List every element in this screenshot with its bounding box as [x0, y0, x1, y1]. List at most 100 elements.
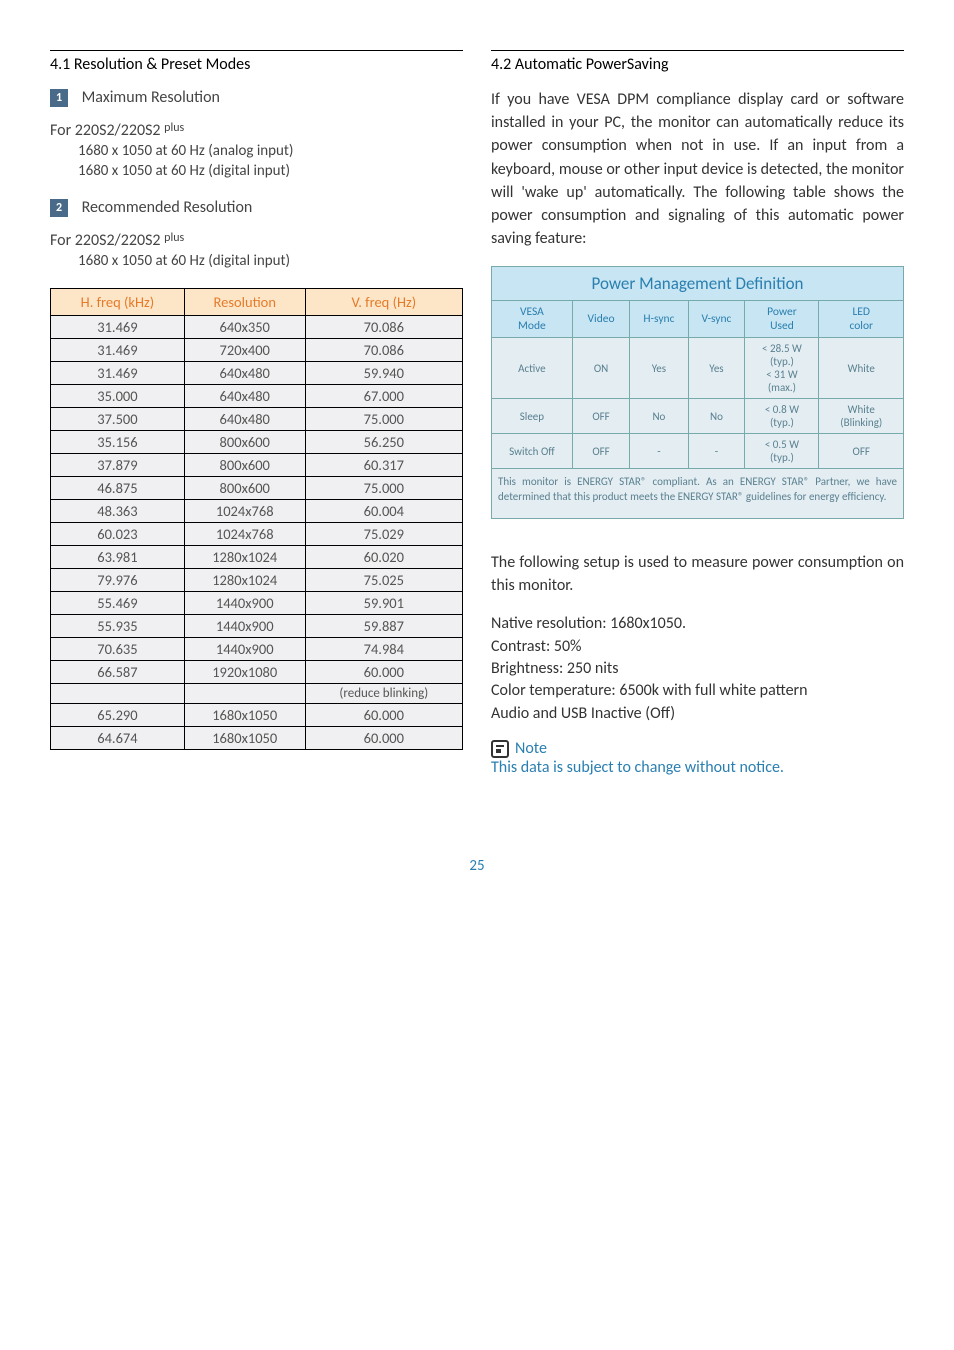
- powersaving-intro: If you have VESA DPM compliance display …: [491, 88, 904, 250]
- measure-line: Native resolution: 1680x1050.: [491, 613, 904, 635]
- pm-footnote: This monitor is ENERGY STAR® compliant. …: [492, 469, 904, 519]
- note-heading: Note: [491, 739, 904, 758]
- pm-cell: White: [819, 338, 904, 399]
- table-cell: 35.000: [51, 385, 185, 408]
- table-cell: 60.000: [305, 727, 462, 750]
- section-4-2-title: 4.2 Automatic PowerSaving: [491, 55, 904, 74]
- table-cell: 59.940: [305, 362, 462, 385]
- measure-line: Contrast: 50%: [491, 636, 904, 658]
- table-cell: 60.000: [305, 661, 462, 684]
- table-cell: 60.020: [305, 546, 462, 569]
- note-icon: [491, 740, 509, 758]
- pm-cell: No: [630, 399, 688, 434]
- pm-header: PowerUsed: [745, 301, 819, 338]
- pm-cell: ON: [572, 338, 630, 399]
- pm-cell: White(Blinking): [819, 399, 904, 434]
- table-cell: 1024x768: [184, 500, 305, 523]
- table-cell: 70.086: [305, 316, 462, 339]
- table-cell: 75.025: [305, 569, 462, 592]
- pm-header: Video: [572, 301, 630, 338]
- pm-cell: OFF: [572, 399, 630, 434]
- table-cell: 37.879: [51, 454, 185, 477]
- max-resolution-label: Maximum Resolution: [82, 88, 220, 107]
- table-cell: 1440x900: [184, 615, 305, 638]
- table-cell: 60.004: [305, 500, 462, 523]
- pm-cell: OFF: [819, 434, 904, 469]
- table-cell: 55.935: [51, 615, 185, 638]
- table-cell: 35.156: [51, 431, 185, 454]
- table-cell: 800x600: [184, 454, 305, 477]
- table-cell: 48.363: [51, 500, 185, 523]
- table-cell: [51, 684, 185, 704]
- res-th-vfreq: V. freq (Hz): [305, 289, 462, 316]
- pm-cell: < 0.5 W(typ.): [745, 434, 819, 469]
- table-cell: 70.086: [305, 339, 462, 362]
- table-cell: 1280x1024: [184, 569, 305, 592]
- recommended-resolution-label: Recommended Resolution: [82, 198, 253, 217]
- res-digital-2: 1680 x 1050 at 60 Hz (digital input): [78, 252, 463, 270]
- table-cell: 74.984: [305, 638, 462, 661]
- measure-line: Brightness: 250 nits: [491, 658, 904, 680]
- note-label: Note: [515, 739, 547, 758]
- table-cell: 59.887: [305, 615, 462, 638]
- pm-cell: < 28.5 W(typ.)< 31 W(max.): [745, 338, 819, 399]
- pm-header: LEDcolor: [819, 301, 904, 338]
- table-cell: 640x480: [184, 385, 305, 408]
- table-cell: 79.976: [51, 569, 185, 592]
- table-cell: (reduce blinking): [305, 684, 462, 704]
- table-cell: 55.469: [51, 592, 185, 615]
- table-cell: 1024x768: [184, 523, 305, 546]
- max-resolution-row: 1 Maximum Resolution: [50, 88, 463, 107]
- res-th-hfreq: H. freq (kHz): [51, 289, 185, 316]
- pm-header: VESAMode: [492, 301, 573, 338]
- pm-header: V-sync: [688, 301, 745, 338]
- table-cell: 75.000: [305, 477, 462, 500]
- res-digital-1: 1680 x 1050 at 60 Hz (digital input): [78, 162, 463, 180]
- table-cell: 63.981: [51, 546, 185, 569]
- table-cell: 800x600: [184, 431, 305, 454]
- table-cell: 46.875: [51, 477, 185, 500]
- pm-header: H-sync: [630, 301, 688, 338]
- table-cell: 64.674: [51, 727, 185, 750]
- table-cell: 66.587: [51, 661, 185, 684]
- table-cell: 59.901: [305, 592, 462, 615]
- table-cell: 640x480: [184, 408, 305, 431]
- table-cell: 1280x1024: [184, 546, 305, 569]
- measure-intro: The following setup is used to measure p…: [491, 551, 904, 597]
- table-cell: 1440x900: [184, 592, 305, 615]
- table-cell: 70.635: [51, 638, 185, 661]
- pm-cell: -: [630, 434, 688, 469]
- table-cell: 1920x1080: [184, 661, 305, 684]
- table-cell: 65.290: [51, 704, 185, 727]
- table-cell: 37.500: [51, 408, 185, 431]
- table-cell: 67.000: [305, 385, 462, 408]
- table-cell: 60.317: [305, 454, 462, 477]
- res-th-res: Resolution: [184, 289, 305, 316]
- table-cell: 1440x900: [184, 638, 305, 661]
- pm-cell: Sleep: [492, 399, 573, 434]
- table-cell: 640x480: [184, 362, 305, 385]
- pm-cell: Yes: [688, 338, 745, 399]
- table-cell: 1680x1050: [184, 727, 305, 750]
- pm-cell: Active: [492, 338, 573, 399]
- table-cell: [184, 684, 305, 704]
- table-cell: 31.469: [51, 316, 185, 339]
- model-line-1: For 220S2/220S2 plus: [50, 121, 463, 140]
- measure-line: Audio and USB Inactive (Off): [491, 703, 904, 725]
- note-body: This data is subject to change without n…: [491, 758, 904, 777]
- table-cell: 800x600: [184, 477, 305, 500]
- pm-cell: No: [688, 399, 745, 434]
- pm-cell: Yes: [630, 338, 688, 399]
- section-4-1-title: 4.1 Resolution & Preset Modes: [50, 55, 463, 74]
- table-cell: 720x400: [184, 339, 305, 362]
- power-management-table: Power Management Definition VESAModeVide…: [491, 266, 904, 519]
- resolution-table: H. freq (kHz) Resolution V. freq (Hz) 31…: [50, 288, 463, 750]
- page-number: 25: [50, 857, 904, 875]
- pm-cell: Switch Off: [492, 434, 573, 469]
- pm-cell: OFF: [572, 434, 630, 469]
- pm-title: Power Management Definition: [492, 267, 904, 301]
- table-cell: 31.469: [51, 339, 185, 362]
- table-cell: 60.023: [51, 523, 185, 546]
- pm-cell: < 0.8 W(typ.): [745, 399, 819, 434]
- pm-cell: -: [688, 434, 745, 469]
